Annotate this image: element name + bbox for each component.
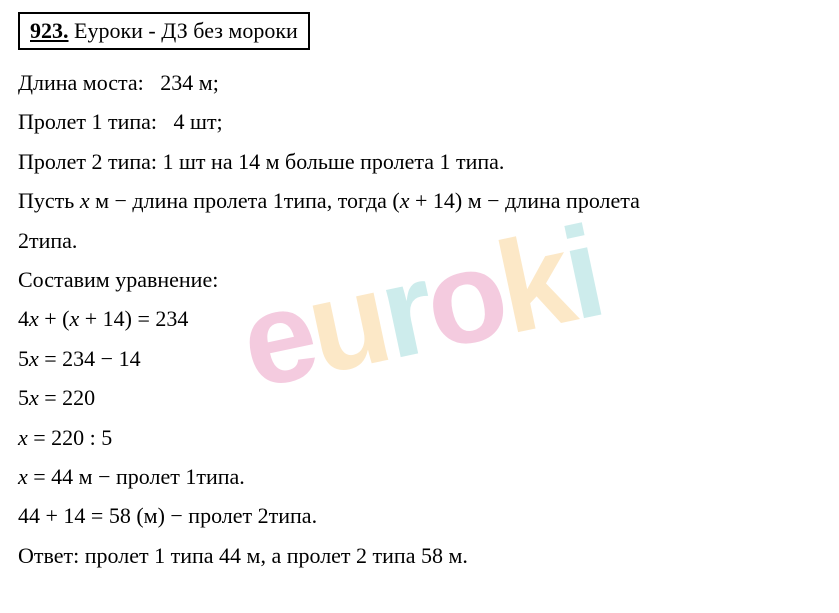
equation-4: x = 220 : 5 bbox=[18, 419, 821, 456]
text: = 44 м − пролет 1типа. bbox=[28, 464, 245, 489]
equation-2: 5x = 234 − 14 bbox=[18, 340, 821, 377]
line-span-type2: Пролет 2 типа: 1 шт на 14 м больше проле… bbox=[18, 143, 821, 180]
variable-x: x bbox=[18, 425, 28, 450]
text: + 14) = 234 bbox=[79, 306, 188, 331]
line-let-assumption: Пусть x м − длина пролета 1типа, тогда (… bbox=[18, 182, 821, 219]
text: = 220 : 5 bbox=[28, 425, 113, 450]
text: = 234 − 14 bbox=[39, 346, 141, 371]
answer-line: Ответ: пролет 1 типа 44 м, а пролет 2 ти… bbox=[18, 537, 821, 574]
line-type2-cont: 2типа. bbox=[18, 222, 821, 259]
line-bridge-length: Длина моста: 234 м; bbox=[18, 64, 821, 101]
variable-x: x bbox=[70, 306, 80, 331]
equation-6: 44 + 14 = 58 (м) − пролет 2типа. bbox=[18, 497, 821, 534]
text: м − длина пролета 1типа, тогда ( bbox=[90, 188, 400, 213]
text: + 14) м − длина пролета bbox=[410, 188, 640, 213]
content-area: 923. Еуроки - ДЗ без мороки Длина моста:… bbox=[18, 12, 821, 574]
text: + ( bbox=[39, 306, 70, 331]
variable-x: x bbox=[400, 188, 410, 213]
equation-5: x = 44 м − пролет 1типа. bbox=[18, 458, 821, 495]
brand-text: Еуроки - ДЗ без мороки bbox=[74, 18, 298, 43]
value: 4 шт; bbox=[174, 109, 223, 134]
variable-x: x bbox=[29, 346, 39, 371]
text: 5 bbox=[18, 385, 29, 410]
line-span-type1: Пролет 1 типа: 4 шт; bbox=[18, 103, 821, 140]
text: Пусть bbox=[18, 188, 80, 213]
variable-x: x bbox=[18, 464, 28, 489]
line-compose-eq: Составим уравнение: bbox=[18, 261, 821, 298]
variable-x: x bbox=[29, 306, 39, 331]
value: 234 м; bbox=[160, 70, 219, 95]
equation-1: 4x + (x + 14) = 234 bbox=[18, 300, 821, 337]
problem-number: 923. bbox=[30, 18, 69, 43]
variable-x: x bbox=[29, 385, 39, 410]
header-box: 923. Еуроки - ДЗ без мороки bbox=[18, 12, 310, 50]
label: Длина моста: bbox=[18, 70, 144, 95]
text: = 220 bbox=[39, 385, 95, 410]
text: 4 bbox=[18, 306, 29, 331]
equation-3: 5x = 220 bbox=[18, 379, 821, 416]
label: Пролет 1 типа: bbox=[18, 109, 157, 134]
text: 5 bbox=[18, 346, 29, 371]
variable-x: x bbox=[80, 188, 90, 213]
